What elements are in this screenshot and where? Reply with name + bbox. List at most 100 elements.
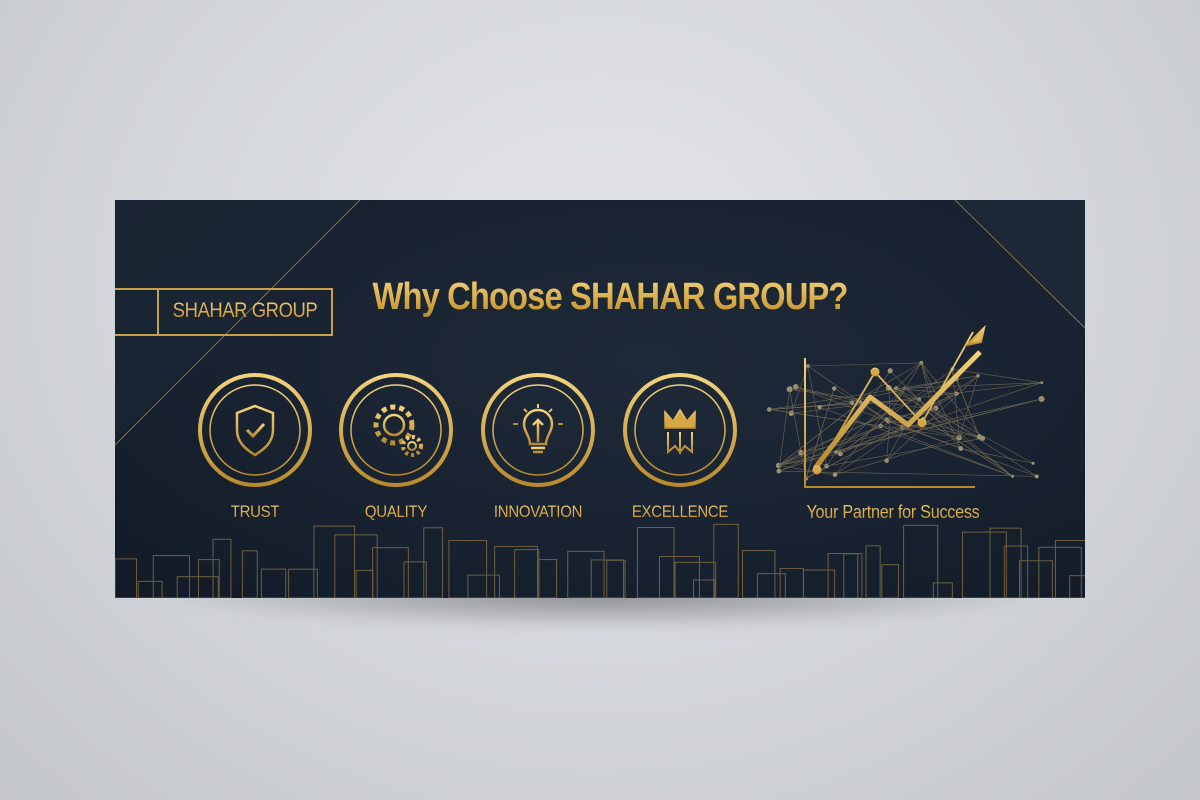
network-node <box>956 434 963 441</box>
network-link <box>789 389 802 453</box>
network-link <box>836 398 1042 453</box>
lightbulb-icon <box>481 373 595 487</box>
feature-label-excellence: EXCELLENCE <box>631 502 729 521</box>
network-link <box>791 382 1042 414</box>
skyline-building <box>355 569 374 598</box>
network-link <box>789 388 932 410</box>
skyline-building <box>212 538 232 598</box>
network-node <box>849 400 855 405</box>
network-link <box>888 387 980 438</box>
page-title: Why Choose SHAHAR GROUP? <box>372 276 848 318</box>
network-link <box>800 412 891 454</box>
network-node <box>788 410 794 416</box>
network-node <box>832 472 838 477</box>
network-link <box>889 362 922 413</box>
skyline-building <box>713 523 739 598</box>
network-link <box>890 412 980 438</box>
skyline-building <box>989 527 1022 598</box>
network-link <box>895 362 922 389</box>
skyline-building <box>494 545 539 598</box>
network-link <box>896 388 1013 477</box>
banner-decoration <box>115 200 1085 598</box>
network-link <box>826 438 983 467</box>
network-link <box>851 362 922 404</box>
tagline: Your Partner for Success <box>806 502 980 522</box>
network-link <box>880 425 1013 477</box>
network-node <box>1034 474 1039 479</box>
network-link <box>886 375 979 461</box>
network-link <box>778 470 1037 477</box>
skyline-building <box>1069 575 1085 598</box>
skyline-building <box>538 559 558 598</box>
network-node <box>958 446 964 451</box>
network-node <box>1038 396 1045 402</box>
network-link <box>888 387 891 413</box>
skyline-building <box>658 556 700 598</box>
skyline-building <box>514 549 540 598</box>
network-node <box>834 450 838 454</box>
feature-label-innovation: INNOVATION <box>493 502 583 521</box>
skyline-building <box>843 553 859 598</box>
skyline-building <box>241 550 258 598</box>
skyline-building <box>742 550 776 598</box>
network-node <box>976 374 980 378</box>
network-node <box>817 405 822 410</box>
diagonal-line <box>954 200 1085 329</box>
skyline-building <box>693 579 716 598</box>
brand-frame <box>115 288 333 336</box>
network-link <box>834 388 905 475</box>
growth-chart-icon <box>804 324 986 488</box>
skyline-building <box>1054 540 1085 598</box>
network-node <box>887 368 893 374</box>
network-node <box>1031 461 1035 465</box>
skyline-building <box>903 524 939 598</box>
skyline-building <box>803 569 836 598</box>
network-node <box>976 434 982 440</box>
network-link <box>960 448 1034 464</box>
corner-panel <box>115 200 360 440</box>
skyline-building <box>756 573 786 598</box>
skyline-building <box>932 582 953 598</box>
network-node <box>776 468 782 474</box>
network-link <box>956 378 980 437</box>
skyline-building <box>1038 546 1082 598</box>
network-link <box>921 362 962 449</box>
skyline-building <box>636 527 675 598</box>
skyline-building <box>1003 545 1029 598</box>
shield-check-icon <box>198 373 312 487</box>
network-link <box>805 388 835 479</box>
network-link <box>819 378 957 408</box>
skyline-building <box>779 567 804 598</box>
network-link <box>835 387 905 453</box>
skyline-building <box>674 561 717 598</box>
banner: SHAHAR GROUP Why Choose SHAHAR GROUP? TR… <box>115 200 1085 598</box>
network-link <box>952 368 1042 383</box>
skyline-building <box>827 553 863 598</box>
skyline-building <box>260 568 287 598</box>
skyline-building <box>288 568 318 598</box>
diagonal-line <box>115 200 361 446</box>
skyline-building <box>403 561 427 598</box>
network-link <box>886 412 891 461</box>
skyline-building <box>176 576 219 598</box>
network-link <box>778 401 861 466</box>
network-link <box>922 418 1013 477</box>
brand-name: SHAHAR GROUP <box>172 299 318 322</box>
network-link <box>778 452 802 466</box>
network-node <box>832 386 837 391</box>
skyline-building <box>372 547 409 598</box>
network-link <box>886 419 960 438</box>
network-link <box>778 389 790 472</box>
network-link <box>795 386 861 403</box>
network-link <box>807 365 827 467</box>
crown-ribbon-icon <box>623 373 737 487</box>
skyline-building <box>313 525 356 598</box>
network-link <box>807 362 922 367</box>
skyline-building <box>606 559 626 598</box>
network-node <box>884 417 889 422</box>
network-link <box>826 370 891 467</box>
city-skyline <box>115 523 1085 598</box>
skyline-building <box>567 550 605 598</box>
skyline-building <box>115 558 138 598</box>
skyline-building <box>881 564 899 598</box>
